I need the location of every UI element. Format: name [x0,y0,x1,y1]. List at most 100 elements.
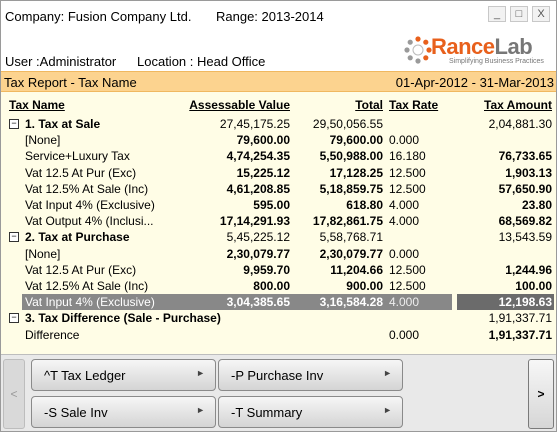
tax-amount-cell: 1,903.13 [505,165,552,180]
assessable-value-cell: 800.00 [253,279,290,293]
tax-name-cell: Vat 12.5 At Pur (Exc) [25,262,137,277]
total-cell: 5,18,859.75 [319,181,383,196]
table-row[interactable]: [None] 79,600.00 79,600.00 0.000 [1,132,556,148]
assessable-value-cell: 5,45,225.12 [226,230,290,245]
table-row[interactable]: Vat 12.5 At Pur (Exc) 9,959.70 11,204.66 12… [1,262,556,278]
summary-button[interactable]: -T Summary ► [218,396,403,428]
total-cell: 5,50,988.00 [319,149,383,164]
chevron-right-icon: ► [383,405,392,415]
group-row[interactable]: −2. Tax at Purchase 5,45,225.12 5,58,768.7… [1,229,556,245]
summary-label: -T Summary [231,405,303,420]
collapse-toggle-icon[interactable]: − [9,119,19,129]
tax-name-cell: 3. Tax Difference (Sale - Purchase) [25,311,221,326]
brand-name-second: Lab [494,34,533,59]
assessable-value-cell: 9,959.70 [243,262,290,277]
selection-highlight [22,294,452,311]
total-cell: 2,30,079.77 [319,246,383,261]
tax-amount-cell: 76,733.65 [498,149,552,164]
tax-name-cell: Vat 12.5% At Sale (Inc) [25,279,149,293]
selection-highlight-amount [457,294,554,311]
tax-rate-cell: 4.000 [389,295,420,310]
report-header: Tax Report - Tax Name 01-Apr-2012 - 31-M… [1,71,556,92]
table-row[interactable]: Vat Output 4% (Inclusi... 17,14,291.93 17,… [1,213,556,229]
brand-name-first: Rance [431,34,495,59]
scroll-right-button[interactable]: > [528,359,554,429]
group-row[interactable]: −3. Tax Difference (Sale - Purchase) 1,91… [1,310,556,326]
tax-rate-cell: 12.500 [389,279,426,293]
column-header-tax-name[interactable]: Tax Name [9,98,65,112]
column-header-tax-amount[interactable]: Tax Amount [484,98,552,112]
tax-name-cell: [None] [25,133,61,148]
collapse-toggle-icon[interactable]: − [9,232,19,243]
sale-inv-button[interactable]: -S Sale Inv ► [31,396,216,428]
tax-rate-cell: 16.180 [389,149,426,164]
tax-amount-cell: 1,91,337.71 [488,327,552,342]
close-button[interactable]: X [532,6,550,22]
location-label: Location : Head Office [137,54,266,69]
assessable-value-cell: 2,30,079.77 [226,246,290,261]
tax-amount-cell: 1,244.96 [505,262,552,277]
tax-name-cell: [None] [25,246,61,261]
column-header-tax-rate[interactable]: Tax Rate [389,98,439,112]
tax-amount-cell: 57,650.90 [498,181,552,196]
tax-rate-cell: 4.000 [389,214,420,229]
column-header-total[interactable]: Total [355,98,383,112]
total-cell: 900.00 [346,279,383,293]
table-row[interactable]: Vat 12.5 At Pur (Exc) 15,225.12 17,128.25 1… [1,165,556,181]
tax-name-cell: 2. Tax at Purchase [25,230,130,245]
report-title: Tax Report - Tax Name [4,75,137,90]
tax-rate-cell: 0.000 [389,133,420,148]
tax-amount-cell: 23.80 [521,198,552,212]
assessable-value-cell: 595.00 [253,198,290,212]
tax-rate-cell: 4.000 [389,198,420,212]
minimize-button[interactable]: _ [488,6,506,22]
tax-name-cell: Vat Input 4% (Exclusive) [25,198,155,212]
tax-name-cell: Vat Output 4% (Inclusi... [25,214,154,229]
gear-logo-icon [404,36,432,64]
table-row[interactable]: Service+Luxury Tax 4,74,254.35 5,50,988.00… [1,148,556,164]
purchase-inv-label: -P Purchase Inv [231,368,324,383]
total-cell: 5,58,768.71 [319,230,383,245]
collapse-toggle-icon[interactable]: − [9,313,19,324]
table-row[interactable]: Vat 12.5% At Sale (Inc) 4,61,208.85 5,18,8… [1,181,556,197]
chevron-right-icon: ► [196,405,205,415]
total-cell: 17,82,861.75 [312,214,383,229]
brand-name: RanceLab [431,34,533,60]
tax-rate-cell: 12.500 [389,262,426,277]
tax-amount-cell: 2,04,881.30 [488,117,552,131]
tax-amount-cell: 13,543.59 [498,230,552,245]
total-cell: 618.80 [346,198,383,212]
table-row[interactable]: [None] 2,30,079.77 2,30,079.77 0.000 [1,246,556,262]
title-bar: Company: Fusion Company Ltd. Range: 2013… [1,1,556,31]
total-cell: 79,600.00 [329,133,383,148]
maximize-button[interactable]: □ [510,6,528,22]
range-label: Range: 2013-2014 [216,9,324,24]
table-row[interactable]: Vat Input 4% (Exclusive) 3,04,385.65 3,16,… [1,294,556,311]
function-toolbar: < ^T Tax Ledger ► -P Purchase Inv ► -S S… [1,354,556,431]
table-row[interactable]: Vat Input 4% (Exclusive) 595.00 618.80 4.00… [1,197,556,213]
assessable-value-cell: 3,04,385.65 [226,295,290,310]
assessable-value-cell: 79,600.00 [236,133,290,148]
info-bar: User :Administrator Location : Head Offi… [1,31,556,71]
purchase-inv-button[interactable]: -P Purchase Inv ► [218,359,403,391]
total-cell: 17,128.25 [329,165,383,180]
brand-tagline: Simplifying Business Practices [449,58,544,65]
assessable-value-cell: 4,74,254.35 [226,149,290,164]
window-controls: _ □ X [488,6,550,22]
tax-amount-cell: 100.00 [515,279,552,293]
tax-ledger-button[interactable]: ^T Tax Ledger ► [31,359,216,391]
table-row[interactable]: Vat 12.5% At Sale (Inc) 800.00 900.00 12.50… [1,278,556,294]
tax-rate-cell: 12.500 [389,165,426,180]
assessable-value-cell: 17,14,291.93 [219,214,290,229]
company-label: Company: Fusion Company Ltd. [5,9,192,24]
scroll-left-button[interactable]: < [3,359,25,429]
tax-name-cell: Difference [25,327,80,342]
rancelab-logo: RanceLab Simplifying Business Practices [401,33,553,69]
tax-name-cell: 1. Tax at Sale [25,117,101,131]
table-row[interactable]: Difference 0.000 1,91,337.71 [1,327,556,343]
group-row[interactable]: −1. Tax at Sale 27,45,175.25 29,50,056.55 2… [1,116,556,132]
column-header-assessable[interactable]: Assessable Value [189,98,290,112]
sale-inv-label: -S Sale Inv [44,405,108,420]
assessable-value-cell: 27,45,175.25 [219,117,290,131]
